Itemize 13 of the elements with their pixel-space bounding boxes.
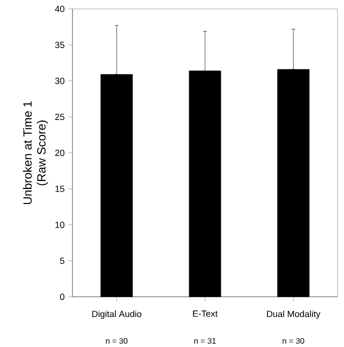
y-tick-label: 20	[55, 150, 64, 156]
y-tick-label: 30	[54, 78, 64, 84]
x-tick-label: Digital Audio	[92, 310, 142, 319]
x-tick-label: Dual Modality	[266, 310, 320, 319]
y-tick-label: 10	[55, 222, 64, 228]
x-tick-label: E-Text	[192, 310, 218, 317]
y-axis-title: Unbroken at Time 1 (Raw Score)	[22, 101, 48, 204]
y-tick-label: 0	[60, 294, 64, 300]
y-tick-label: 25	[55, 114, 64, 120]
y-tick-label: 5	[60, 258, 64, 264]
y-tick-label: 40	[54, 6, 64, 12]
y-tick-label: 35	[54, 42, 64, 48]
y-tick-label: 15	[55, 186, 64, 192]
